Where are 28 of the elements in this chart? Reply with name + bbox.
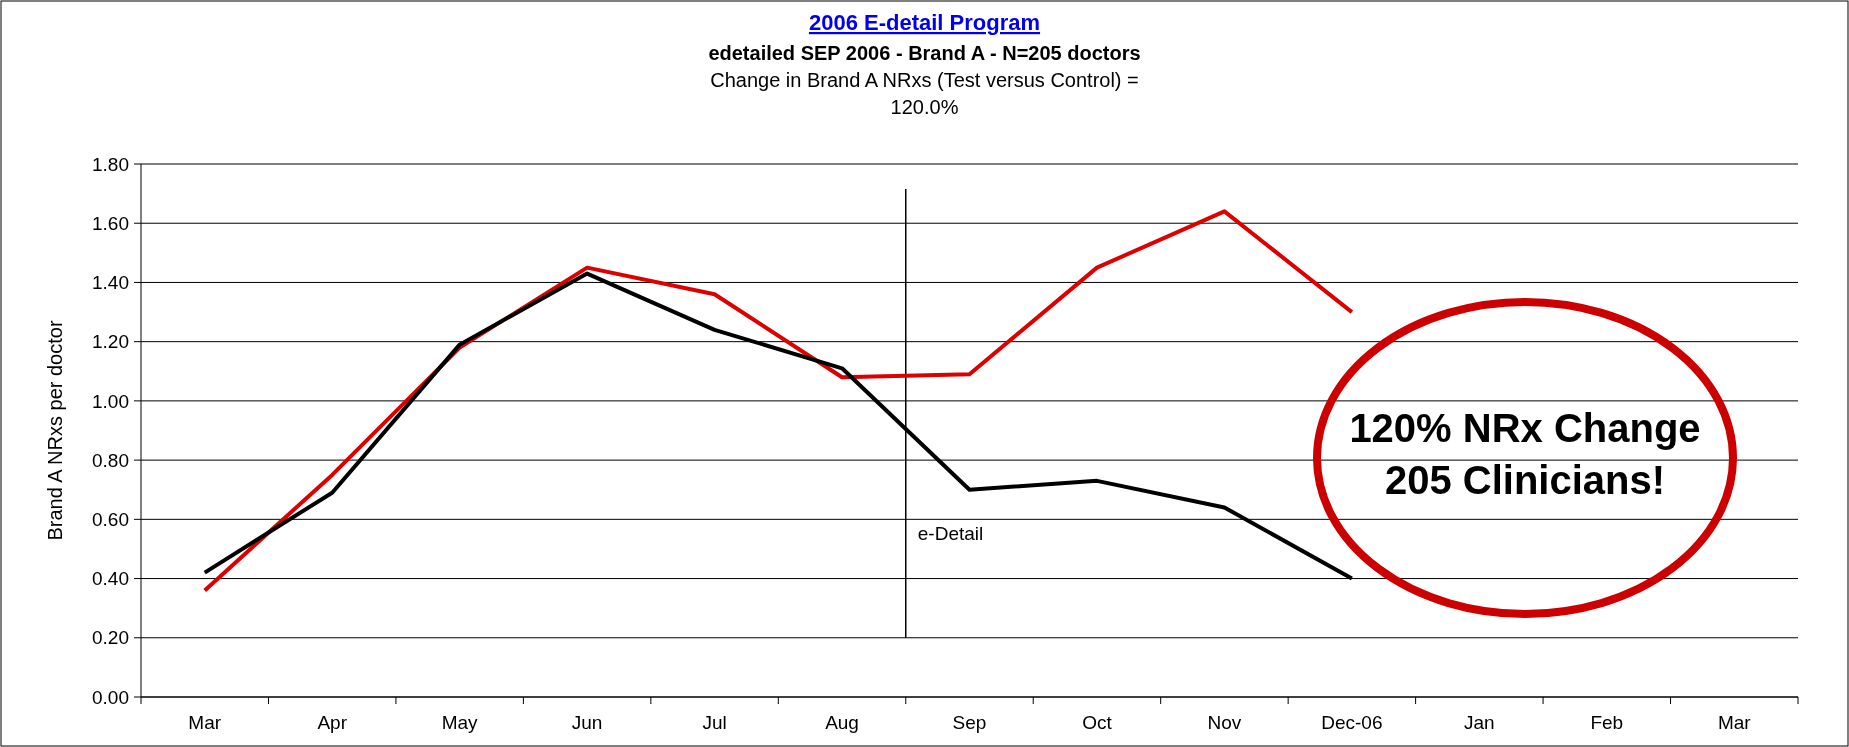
- x-tick-label: Feb: [1590, 712, 1624, 733]
- y-tick-label: 0.40: [92, 568, 129, 590]
- x-tick-label: Apr: [317, 712, 348, 733]
- y-tick-label: 0.00: [92, 686, 129, 708]
- x-tick-label: Nov: [1207, 712, 1242, 733]
- chart-subtitle: edetailed SEP 2006 - Brand A - N=205 doctors Change in Brand A NRxs (Test versus Control) = 120.0%: [708, 42, 1141, 118]
- x-tick-label: Jun: [571, 712, 603, 733]
- y-tick-label: 1.20: [92, 331, 129, 353]
- y-axis-title: Brand A NRxs per doctor: [44, 320, 66, 541]
- x-tick-label: Sep: [952, 712, 987, 733]
- y-tick-label: 1.80: [92, 153, 129, 175]
- x-tick-label: Jan: [1464, 712, 1495, 733]
- y-tick-label: 0.80: [92, 449, 129, 471]
- y-tick-label: 1.00: [92, 390, 129, 412]
- y-tick-label: 1.40: [92, 272, 129, 294]
- x-tick-label: Jul: [702, 712, 727, 733]
- y-tick-label: 1.60: [92, 212, 129, 234]
- y-tick-label: 0.60: [92, 508, 129, 530]
- x-tick-label: Oct: [1082, 712, 1113, 733]
- x-tick-label: Mar: [188, 712, 222, 733]
- chart-title: 2006 E-detail Program: [808, 10, 1041, 35]
- ref-line-label: e-Detail: [917, 523, 984, 545]
- x-tick-label: May: [441, 712, 479, 733]
- x-tick-label: Mar: [1717, 712, 1752, 733]
- x-tick-label: Dec-06: [1321, 712, 1383, 733]
- annotation: 120% NRx Change 205 Clinicians!: [1349, 406, 1701, 502]
- x-tick-label: Aug: [825, 712, 859, 733]
- y-tick-label: 0.20: [92, 627, 129, 649]
